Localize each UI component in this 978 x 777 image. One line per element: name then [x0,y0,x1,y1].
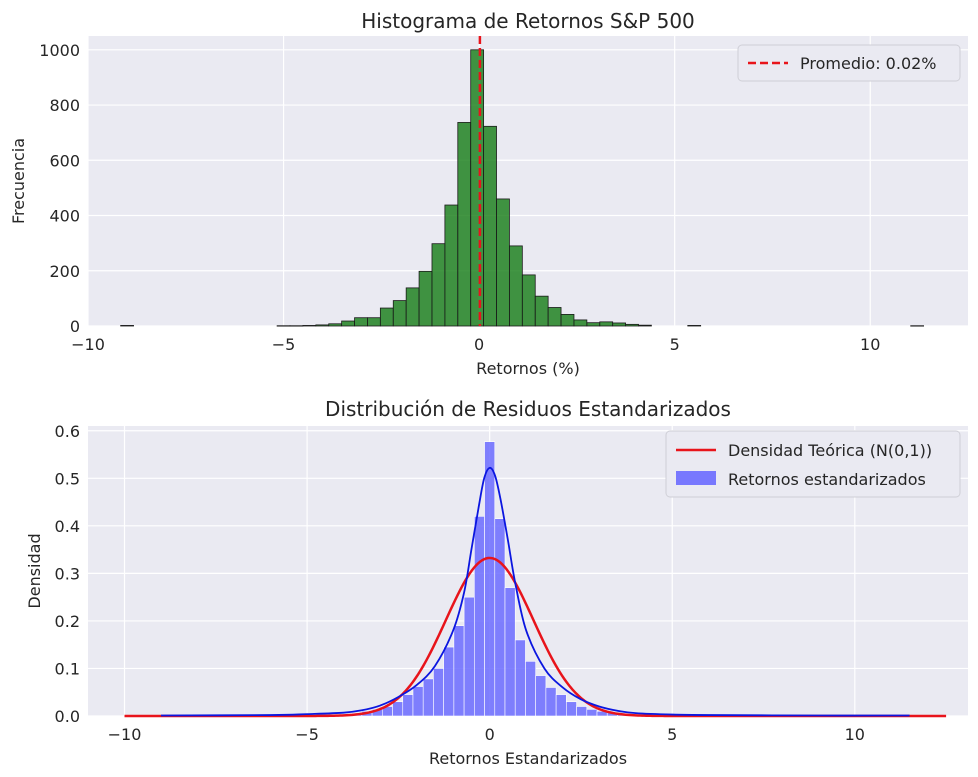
histogram-bar [625,323,639,327]
histogram-bar [555,694,567,717]
histogram-bar [514,639,526,717]
y-axis-label: Frecuencia [9,138,28,224]
x-tick-labels: −10 −5 0 5 10 [71,335,880,354]
x-tick-label: 5 [670,335,680,354]
legend: Densidad Teórica (N(0,1)) Retornos estan… [665,430,961,498]
histogram-bar [379,307,394,327]
x-axis-label: Retornos (%) [476,359,580,378]
histogram-bar [315,324,330,327]
histogram-bar [573,319,588,327]
chart-title: Distribución de Residuos Estandarizados [325,397,731,421]
histogram-bar [586,322,601,327]
y-tick-label: 0.3 [55,564,80,583]
y-tick-labels: 0 200 400 600 800 1000 [39,41,80,336]
y-tick-label: 0.5 [55,469,80,488]
y-tick-label: 200 [49,262,80,281]
kde-density-line [161,466,910,717]
y-tick-label: 800 [49,96,80,115]
histogram-bar [576,706,588,717]
histogram-bar [354,317,368,327]
histogram-bar [504,587,516,717]
y-tick-label: 1000 [39,41,80,60]
legend-theoretical-density-label: Densidad Teórica (N(0,1)) [728,441,932,460]
histogram-bar [470,49,485,327]
bars [341,441,639,717]
standardized-residuals-chart: −10 −5 0 5 10 0.0 0.1 0.2 0.3 0.4 0.5 0.6 Distribu… [25,397,968,768]
y-tick-label: 0.1 [55,659,80,678]
y-tick-label: 0.6 [55,422,80,441]
legend-frame [737,44,961,82]
histogram-bar [392,300,407,327]
y-axis-label: Densidad [25,533,44,608]
y-tick-label: 400 [49,207,80,226]
histogram-bar [566,701,577,717]
histogram-bar [412,686,424,717]
histogram-bar [521,274,536,327]
y-tick-label: 0.2 [55,612,80,631]
legend-frame [665,430,961,498]
x-tick-label: −5 [272,335,296,354]
x-tick-label: −10 [108,725,142,744]
histogram-bar [433,668,444,717]
histogram-bar [496,198,510,327]
histogram-bar [509,245,523,327]
histogram-bar [638,324,652,327]
histogram-bar [418,270,433,327]
histogram-bar [328,323,343,327]
legend-standardized-returns-label: Retornos estandarizados [728,470,926,489]
histogram-bar [599,321,614,327]
histogram-bar [453,625,465,717]
y-tick-labels: 0.0 0.1 0.2 0.3 0.4 0.5 0.6 [55,422,80,726]
histogram-bar [402,694,414,717]
histogram-bar [545,687,557,717]
histogram-bar [534,295,549,327]
histogram-bar [341,320,355,327]
histogram-returns-chart: −10 −5 0 5 10 0 200 400 600 800 1000 Histograma d… [9,9,968,378]
y-tick-label: 0 [70,317,80,336]
histogram-bar [422,678,434,717]
histogram-bar [431,243,446,327]
histogram-bar [547,307,562,327]
x-tick-label: 0 [474,335,484,354]
x-tick-label: −5 [295,725,319,744]
histogram-bar [444,204,459,327]
legend-standardized-returns-swatch [676,471,716,485]
histogram-bar [494,518,506,717]
histogram-bar [302,325,317,327]
histogram-bar [367,317,381,327]
x-tick-label: 5 [667,725,677,744]
histogram-bar [586,709,598,717]
legend-mean-label: Promedio: 0.02% [800,54,937,73]
histogram-bar [463,596,475,717]
y-tick-label: 600 [49,151,80,170]
histogram-bar [483,125,497,327]
histogram-bar [560,313,575,327]
density-lines [124,466,947,718]
histogram-bar [392,701,404,717]
bars [120,49,925,327]
histogram-bar [457,122,472,327]
legend: Promedio: 0.02% [737,44,961,82]
x-tick-label: −10 [71,335,105,354]
histogram-bar [484,441,496,717]
histogram-bar [525,661,536,717]
histogram-bar [612,322,626,327]
histogram-bar [687,325,702,327]
chart-title: Histograma de Retornos S&P 500 [361,9,695,33]
y-tick-label: 0.0 [55,707,80,726]
histogram-bar [120,325,134,327]
x-axis-label: Retornos Estandarizados [429,749,627,768]
x-tick-labels: −10 −5 0 5 10 [108,725,865,744]
x-tick-label: 10 [845,725,865,744]
histogram-bar [443,646,455,717]
histogram-bar [405,287,420,327]
histogram-bar [474,516,485,717]
x-tick-label: 0 [485,725,495,744]
x-tick-label: 10 [860,335,880,354]
histogram-bar [535,675,547,717]
y-tick-label: 0.4 [55,517,80,536]
